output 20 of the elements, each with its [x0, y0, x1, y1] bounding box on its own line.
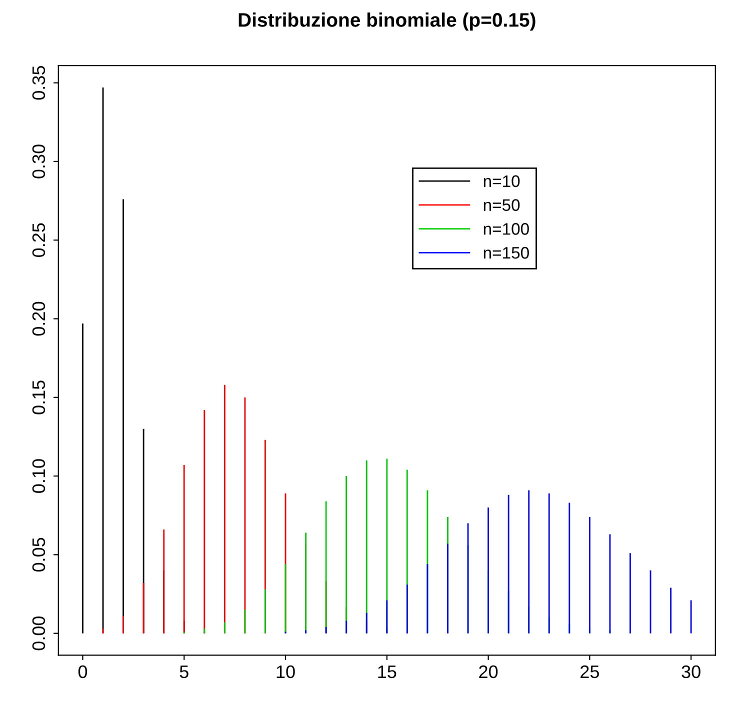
x-tick-label: 10 [276, 665, 295, 678]
x-tick-label: 0 [78, 665, 88, 678]
legend-label: n=150 [484, 246, 529, 259]
y-tick-label: 0.30 [32, 144, 46, 178]
chart-title: Distribuzione binomiale (p=0.15) [238, 12, 536, 31]
legend-label: n=50 [484, 199, 520, 211]
y-tick-label: 0.20 [32, 302, 46, 336]
x-tick-label: 5 [180, 666, 188, 678]
y-tick-label: 0.15 [32, 380, 46, 414]
legend-label: n=10 [484, 175, 520, 188]
x-tick-label: 15 [378, 666, 396, 678]
x-tick-label: 20 [479, 665, 498, 678]
y-tick-label: 0.05 [32, 538, 46, 572]
y-tick-label: 0.10 [32, 459, 46, 493]
y-tick-label: 0.25 [32, 223, 46, 257]
legend-label: n=100 [484, 223, 529, 235]
y-tick-label: 0.00 [32, 616, 46, 650]
x-tick-label: 25 [580, 665, 599, 678]
x-tick-label: 30 [682, 665, 700, 678]
y-tick-label: 0.35 [32, 66, 46, 100]
